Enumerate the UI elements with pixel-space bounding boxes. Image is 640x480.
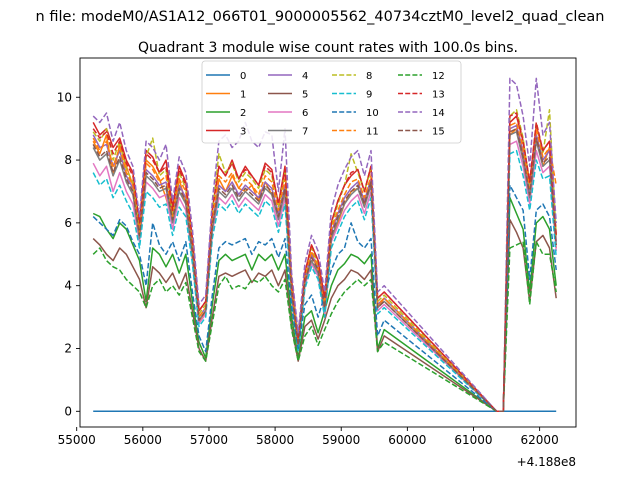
legend-label-3: 3 <box>240 127 246 138</box>
legend-label-10: 10 <box>366 108 379 119</box>
legend-label-13: 13 <box>432 90 445 101</box>
series-line-15 <box>92 127 557 413</box>
legend-label-12: 12 <box>432 71 445 82</box>
legend-label-1: 1 <box>240 90 246 101</box>
x-tick-label: 61000 <box>454 433 492 447</box>
x-tick-label: 57000 <box>190 433 228 447</box>
legend-label-6: 6 <box>302 108 308 119</box>
legend-label-9: 9 <box>366 90 372 101</box>
x-tick-label: 62000 <box>521 433 559 447</box>
x-tick-label: 59000 <box>322 433 360 447</box>
chart-title: Quadrant 3 module wise count rates with … <box>138 40 518 56</box>
y-tick-label: 4 <box>64 279 72 293</box>
y-tick-label: 0 <box>64 404 72 418</box>
legend-frame <box>201 60 462 144</box>
figure-suptitle: n file: modeM0/AS1A12_066T01_9000005562_… <box>36 9 605 25</box>
y-axis: 0 2 4 6 8 10 <box>57 90 80 418</box>
x-axis: 55000 56000 57000 58000 59000 60000 61000 62000 <box>58 427 559 447</box>
y-tick-label: 8 <box>64 153 72 167</box>
legend-label-8: 8 <box>366 71 372 82</box>
legend-label-4: 4 <box>302 71 308 82</box>
x-offset-label: +4.188e8 <box>517 455 576 469</box>
y-tick-label: 2 <box>64 341 72 355</box>
x-tick-label: 55000 <box>58 433 96 447</box>
x-tick-label: 58000 <box>256 433 294 447</box>
legend-label-7: 7 <box>302 127 308 138</box>
legend-label-2: 2 <box>240 108 246 119</box>
legend-label-11: 11 <box>366 127 379 138</box>
x-tick-label: 60000 <box>388 433 426 447</box>
legend-label-15: 15 <box>432 127 445 138</box>
legend-label-14: 14 <box>432 108 445 119</box>
series-line-11 <box>92 121 557 413</box>
plot-area: 55000 56000 57000 58000 59000 60000 61000 62000… <box>57 57 577 469</box>
axes-frame <box>79 57 577 428</box>
y-tick-label: 6 <box>64 216 72 230</box>
y-tick-label: 10 <box>57 90 72 104</box>
legend-label-5: 5 <box>302 90 308 101</box>
series-layer <box>92 77 557 413</box>
x-tick-label: 56000 <box>124 433 162 447</box>
legend-label-0: 0 <box>240 71 246 82</box>
